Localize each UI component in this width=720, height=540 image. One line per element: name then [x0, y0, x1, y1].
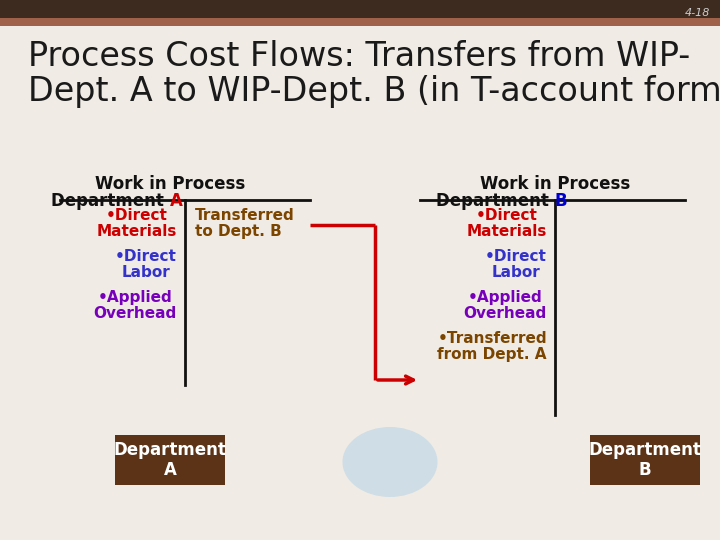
- Text: •Direct
Materials: •Direct Materials: [96, 208, 177, 239]
- Text: B: B: [555, 192, 567, 210]
- Text: •Applied
Overhead: •Applied Overhead: [94, 290, 177, 321]
- Text: 4-18: 4-18: [685, 8, 710, 18]
- Text: Process Cost Flows: Transfers from WIP-: Process Cost Flows: Transfers from WIP-: [28, 40, 690, 73]
- Text: Work in Process: Work in Process: [95, 175, 245, 193]
- Text: A: A: [170, 192, 183, 210]
- Text: •Transferred
from Dept. A: •Transferred from Dept. A: [437, 331, 547, 362]
- Text: Transferred
to Dept. B: Transferred to Dept. B: [195, 208, 294, 239]
- Text: •Direct
Materials: •Direct Materials: [467, 208, 547, 239]
- Text: Work in Process: Work in Process: [480, 175, 630, 193]
- Bar: [0, 18, 720, 26]
- FancyBboxPatch shape: [115, 435, 225, 485]
- Text: Dept. A to WIP-Dept. B (in T-account form): Dept. A to WIP-Dept. B (in T-account for…: [28, 75, 720, 108]
- Text: Department
B: Department B: [588, 441, 701, 480]
- Ellipse shape: [343, 427, 438, 497]
- FancyBboxPatch shape: [590, 435, 700, 485]
- Text: Department
A: Department A: [114, 441, 226, 480]
- Text: Department: Department: [51, 192, 170, 210]
- Text: •Direct
Labor: •Direct Labor: [115, 249, 177, 280]
- Bar: [0, 0, 720, 18]
- Text: Department: Department: [436, 192, 555, 210]
- Text: •Applied
Overhead: •Applied Overhead: [464, 290, 547, 321]
- Text: •Direct
Labor: •Direct Labor: [485, 249, 547, 280]
